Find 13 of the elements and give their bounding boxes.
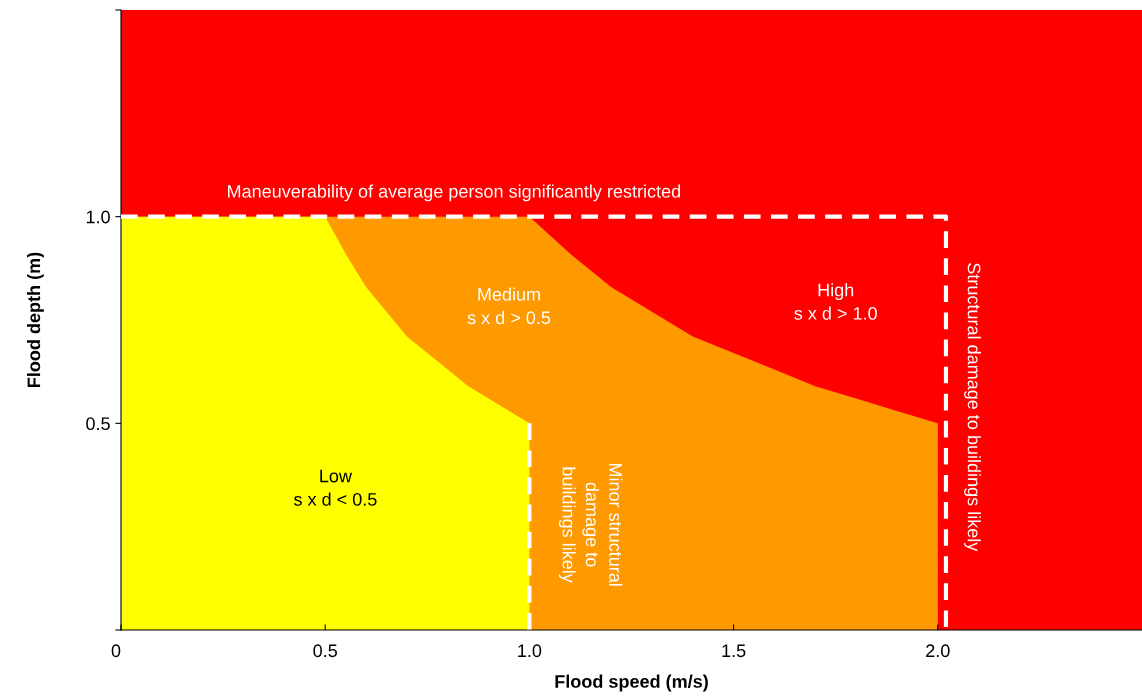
annotation: High s x d > 1.0	[794, 283, 877, 320]
x-tick-label: 1.5	[722, 644, 746, 658]
annotation: Maneuverability of average person significantly restricted	[228, 184, 681, 202]
x-tick-label: 1.0	[518, 644, 542, 658]
annotation: Structural damage to buildings likely	[964, 263, 981, 552]
x-tick-label: 2.0	[926, 644, 950, 658]
annotation: Medium s x d > 0.5	[467, 287, 551, 325]
y-axis-title: Flood depth (m)	[26, 252, 44, 387]
x-axis-title: Flood speed (m/s)	[555, 674, 708, 692]
annotation: Low s x d < 0.5	[294, 469, 377, 506]
x-tick-label: 0	[111, 644, 121, 658]
x-tick-label: 0.5	[313, 644, 337, 658]
annotation: Minor structural damage to buildings likely	[558, 463, 623, 586]
